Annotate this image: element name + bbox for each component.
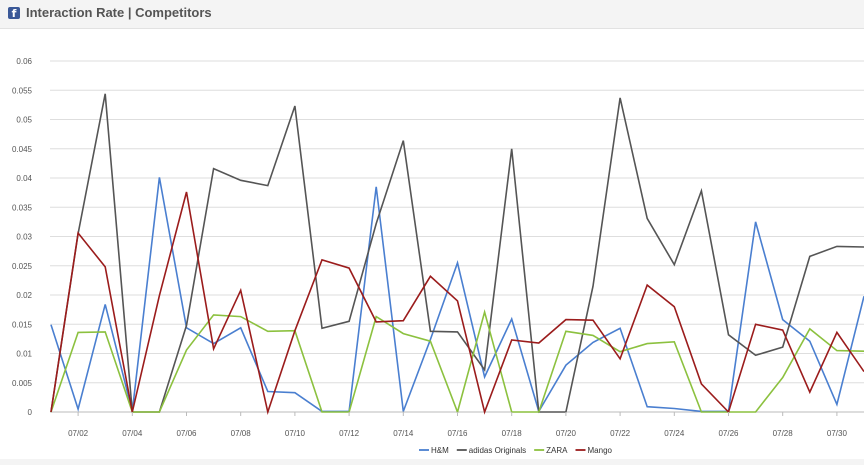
series-line-adidas-originals [50,93,864,413]
y-tick-label: 0.04 [16,174,32,183]
x-tick-label: 07/04 [122,429,143,438]
legend-label-mango: Mango [588,446,613,455]
y-tick-label: 0.055 [12,86,33,95]
legend-label-h-m: H&M [431,446,449,455]
x-tick-label: 07/16 [447,429,468,438]
x-tick-label: 07/02 [68,429,89,438]
facebook-icon: f [8,7,20,19]
page-title: Interaction Rate | Competitors [26,5,212,20]
series-line-zara [50,308,864,415]
x-tick-label: 07/26 [718,429,739,438]
x-tick-label: 07/08 [231,429,252,438]
x-tick-label: 07/18 [502,429,523,438]
x-tick-label: 07/28 [773,429,794,438]
x-tick-label: 07/22 [610,429,631,438]
line-chart: 0 0.005 0.01 0.015 0.02 0.025 0.03 0.035 0.04 0.0… [12,57,864,455]
x-tick-label: 07/10 [285,429,306,438]
y-tick-label: 0.03 [16,233,32,242]
x-tick-label: 07/20 [556,429,577,438]
x-tick-label: 07/06 [176,429,197,438]
x-tick-label: 07/12 [339,429,360,438]
y-tick-label: 0.035 [12,203,33,212]
x-tick-label: 07/24 [664,429,685,438]
y-tick-label: 0.06 [16,57,32,66]
bottom-strip [0,459,864,465]
y-tick-label: 0.015 [12,320,33,329]
y-tick-label: 0.025 [12,262,33,271]
x-tick-label: 07/30 [827,429,848,438]
x-tick-label: 07/14 [393,429,414,438]
chart-header: f Interaction Rate | Competitors [0,0,864,29]
series-line-h-m [50,177,864,414]
y-tick-label: 0 [28,408,33,417]
y-tick-label: 0.05 [16,116,32,125]
y-tick-label: 0.045 [12,145,33,154]
y-tick-label: 0.005 [12,379,33,388]
legend-label-zara: ZARA [546,446,568,455]
legend-label-adidas-originals: adidas Originals [469,446,526,455]
y-tick-label: 0.02 [16,291,32,300]
y-tick-label: 0.01 [16,350,32,359]
